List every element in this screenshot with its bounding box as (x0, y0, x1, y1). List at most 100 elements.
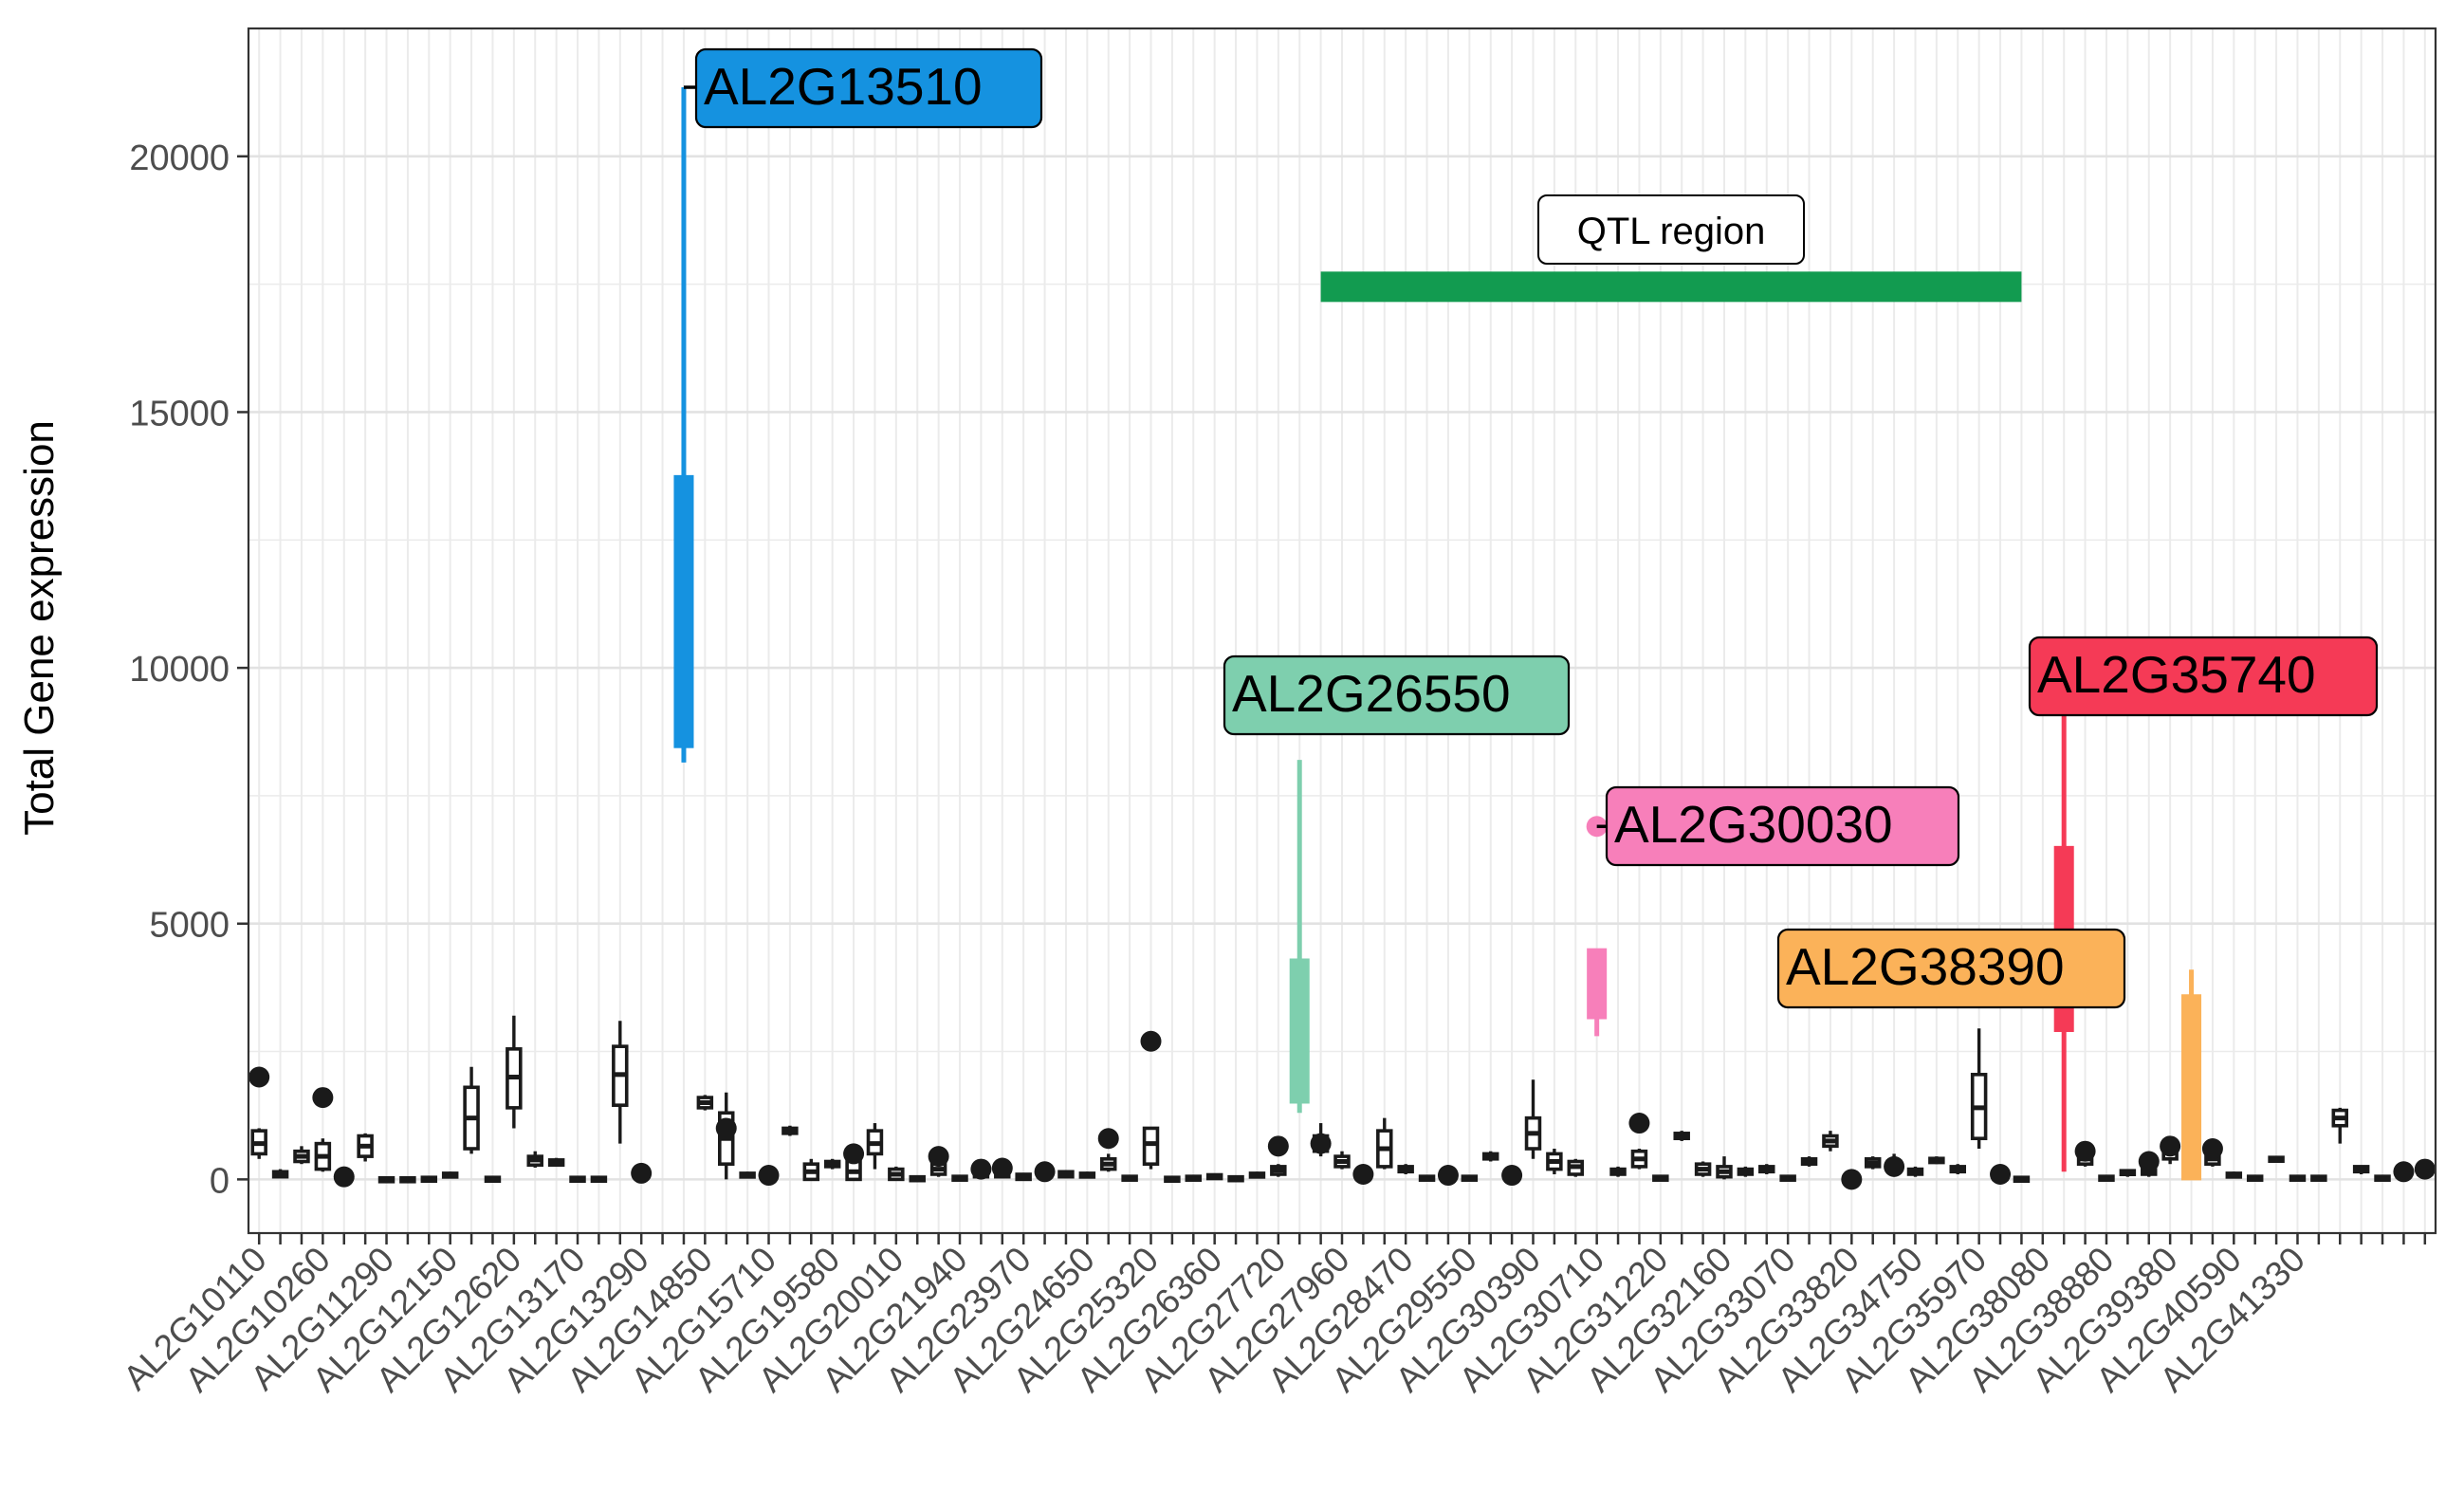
gene-boxplot (1140, 1030, 1162, 1170)
boxplot-outlier (843, 1143, 865, 1165)
gene-boxplot (463, 1066, 480, 1154)
gene-boxplot (293, 1146, 310, 1165)
gene-boxplot (1034, 1161, 1056, 1183)
gene-boxplot (2268, 1155, 2285, 1163)
gene-boxplot (1437, 1165, 1459, 1187)
boxplot-box (2181, 994, 2202, 1181)
gene-boxplot (2074, 1140, 2096, 1167)
boxplot-outlier (2201, 1138, 2223, 1160)
gene-boxplot (2374, 1174, 2391, 1182)
gene-boxplot (357, 1133, 374, 1162)
boxplot-outlier (312, 1087, 334, 1109)
gene-boxplot (1078, 1171, 1096, 1179)
gene-boxplot (696, 1095, 714, 1111)
gene-boxplot (1737, 1166, 1755, 1177)
gene-boxplot (1567, 1158, 1585, 1177)
gene-boxplot (2119, 1169, 2137, 1177)
gene-label-box (694, 47, 1043, 129)
boxplot-outlier (1437, 1165, 1459, 1187)
gene-boxplot (631, 1162, 653, 1184)
gene-boxplot (1376, 1117, 1393, 1170)
gene-boxplot (1841, 1169, 1863, 1190)
gene-boxplot (1716, 1156, 1733, 1180)
gene-boxplot (1884, 1153, 1905, 1177)
gene-boxplot (506, 1015, 523, 1129)
boxplot-outlier (991, 1157, 1013, 1179)
boxplot-outlier (248, 1066, 270, 1088)
gene-boxplot (612, 1021, 629, 1144)
boxplot-outlier (1352, 1163, 1374, 1185)
gene-boxplot (2201, 1138, 2223, 1167)
y-axis-tick-label: 10000 (129, 650, 230, 690)
boxplot-box (1142, 1126, 1160, 1166)
gene-boxplot (888, 1166, 905, 1182)
gene-boxplot (1267, 1135, 1289, 1177)
gene-boxplot (399, 1175, 416, 1184)
gene-label-text: AL2G13510 (704, 57, 983, 116)
gene-boxplot (1949, 1164, 1967, 1174)
boxplot-box (1289, 958, 1310, 1104)
boxplot-outlier (2138, 1151, 2160, 1172)
gene-boxplot (823, 1158, 841, 1170)
gene-boxplot (1205, 1172, 1223, 1181)
boxplot-outlier (970, 1158, 992, 1180)
gene-boxplot (715, 1092, 737, 1180)
gene-boxplot (1352, 1163, 1374, 1185)
y-axis-tick-label: 5000 (149, 906, 230, 946)
highlighted-gene-boxplot (2181, 969, 2202, 1181)
gene-boxplot (1928, 1156, 1945, 1165)
boxplot-outlier (2393, 1161, 2415, 1183)
gene-boxplot (312, 1087, 334, 1172)
gene-boxplot (2246, 1174, 2264, 1182)
gene-boxplot (441, 1171, 459, 1179)
gene-label-text: AL2G35740 (2037, 645, 2316, 704)
gene-boxplot (1481, 1151, 1499, 1162)
gene-boxplot (1501, 1165, 1523, 1187)
gene-boxplot (1057, 1170, 1075, 1179)
gene-label-text: AL2G30030 (1614, 795, 1893, 854)
qtl-region-label: QTL region (1577, 211, 1766, 252)
gene-boxplot (866, 1123, 884, 1170)
gene-boxplot (2098, 1174, 2115, 1182)
gene-boxplot (909, 1174, 926, 1183)
gene-boxplot (271, 1169, 289, 1179)
boxplot-outlier (715, 1117, 737, 1139)
gene-boxplot (1461, 1174, 1479, 1182)
grid-lines (248, 28, 2436, 1233)
gene-boxplot (526, 1151, 543, 1168)
highlighted-gene-boxplot (673, 87, 694, 763)
gene-boxplot (1121, 1174, 1138, 1182)
gene-boxplot (2013, 1175, 2031, 1184)
gene-boxplot (951, 1174, 968, 1182)
boxplot-outlier (928, 1146, 949, 1168)
qtl-region-group: QTL region (1320, 194, 2022, 303)
gene-boxplot (2393, 1161, 2415, 1183)
boxplot-outlier (2414, 1158, 2436, 1180)
gene-label: AL2G26550 (1223, 654, 1571, 736)
gene-boxplot (1248, 1171, 1266, 1179)
boxplot-box (1587, 948, 1608, 1020)
gene-boxplot (2138, 1151, 2160, 1177)
gene-boxplot (1864, 1156, 1882, 1170)
gene-boxplot (1418, 1174, 1436, 1182)
boxplot-outlier (1501, 1165, 1523, 1187)
gene-boxplot (802, 1158, 820, 1182)
boxplot-outlier (1140, 1030, 1162, 1052)
gene-boxplot (1227, 1174, 1244, 1183)
gene-boxplot (1397, 1164, 1414, 1174)
gene-boxplot (1097, 1128, 1119, 1172)
gene-label-box (1776, 928, 2126, 1009)
boxplot-outlier (1628, 1113, 1650, 1134)
qtl-region-bar (1320, 271, 2022, 303)
y-axis-tick-label: 20000 (129, 138, 230, 178)
gene-labels: AL2G13510 AL2G26550 AL2G30030 AL2G35740 AL2G… (683, 47, 2379, 1009)
gene-label-box (1605, 785, 1960, 867)
gene-boxplot (2414, 1158, 2436, 1180)
gene-boxplot (1990, 1163, 2012, 1185)
gene-boxplot (569, 1175, 586, 1184)
gene-boxplot (2225, 1171, 2243, 1179)
gene-boxplot (843, 1143, 865, 1182)
axes: 05000100001500020000AL2G10110AL2G10260AL… (116, 138, 2427, 1399)
